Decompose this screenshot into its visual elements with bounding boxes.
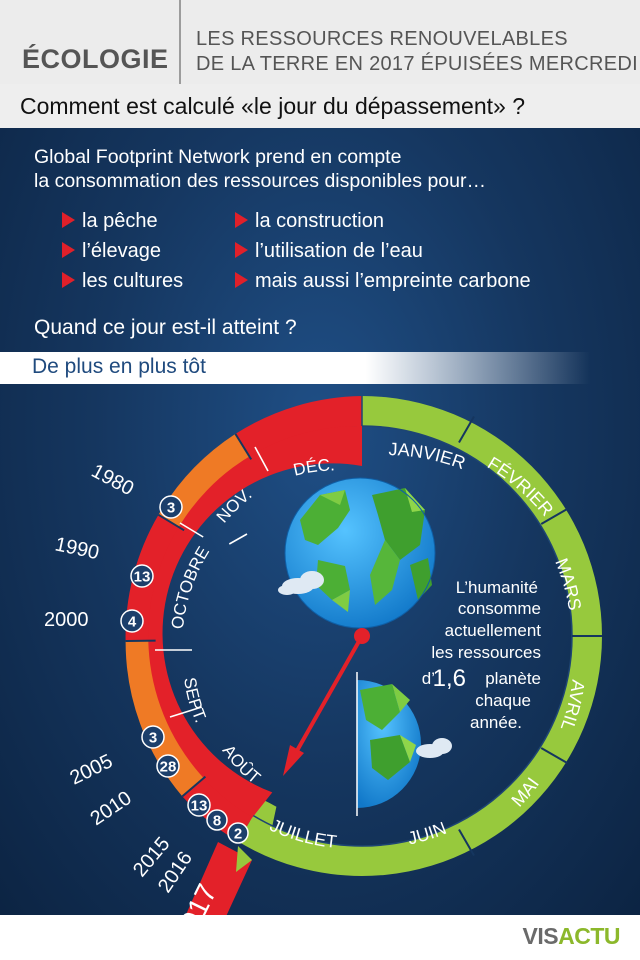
day-value-2010: 28 (160, 759, 177, 776)
cloud-icon (278, 571, 324, 595)
day-marker-1990: 13 (130, 564, 154, 588)
day-marker-2005: 3 (141, 725, 165, 749)
headline: LES RESSOURCES RENOUVELABLES DE LA TERRE… (196, 27, 638, 77)
humanity-line-7: année. (470, 713, 522, 732)
day-marker-2000: 4 (120, 609, 144, 633)
ring-green-july-inner (245, 799, 277, 836)
criterion-water: l’utilisation de l’eau (235, 240, 423, 263)
arrow-bullet-icon (235, 272, 248, 288)
day-value-1980: 3 (167, 500, 175, 517)
day-marker-2010: 28 (156, 754, 180, 778)
criterion-construction: la construction (235, 210, 384, 233)
year-label-2000: 2000 (44, 609, 89, 631)
cloud-icon (416, 738, 452, 758)
ring-dividers (253, 396, 573, 847)
humanity-line-6: chaque (475, 691, 531, 710)
criterion-livestock: l’élevage (62, 240, 161, 263)
day-value-2015: 13 (191, 798, 208, 815)
headline-line-2: DE LA TERRE EN 2017 ÉPUISÉES MERCREDI (196, 53, 638, 75)
header: ÉCOLOGIE LES RESSOURCES RENOUVELABLES DE… (0, 0, 640, 84)
year-label-2005: 2005 (67, 750, 117, 789)
arrow-bullet-icon (62, 272, 75, 288)
day-marker-1980: 3 (159, 495, 183, 519)
decade-dividers (125, 433, 253, 798)
day-value-2005: 3 (149, 730, 157, 747)
subtitle-band: De plus en plus tôt (0, 352, 590, 384)
humanity-unit: planète (485, 669, 541, 688)
day-value-2017: 2 (234, 826, 242, 843)
humanity-line-1: L’humanité (456, 578, 538, 597)
arrow-bullet-icon (235, 242, 248, 258)
intro-text: Global Footprint Network prend en compte… (34, 145, 486, 193)
day-value-2016: 8 (213, 813, 221, 830)
footer: VISACTU (0, 915, 640, 960)
arrow-bullet-icon (62, 242, 75, 258)
earth-globe-icon (284, 477, 436, 629)
clock-hand-icon (283, 628, 370, 776)
year-label-1980: 1980 (88, 460, 138, 500)
question-calculation: Comment est calculé «le jour du dépassem… (20, 93, 526, 119)
criterion-carbon: mais aussi l’empreinte carbone (235, 270, 531, 293)
year-label-2010: 2010 (86, 787, 135, 830)
ring-red-months (148, 425, 362, 818)
subtitle-text: De plus en plus tôt (32, 355, 206, 378)
ring-segment-1970s (235, 396, 362, 460)
ring-green-segment (362, 396, 602, 876)
half-earth-icon (356, 672, 421, 816)
intro-line-1: Global Footprint Network prend en compte (34, 146, 402, 168)
arrow-bullet-icon (62, 212, 75, 228)
day-marker-2016: 8 (206, 809, 228, 831)
section-tag: ÉCOLOGIE (22, 44, 169, 74)
brand-logo: VISACTU (522, 923, 621, 949)
criterion-crops: les cultures (62, 270, 183, 293)
month-dividers (458, 416, 602, 856)
humanity-value: 1,6 (433, 665, 466, 692)
arrow-bullet-icon (235, 212, 248, 228)
day-marker-2017: 2 (227, 822, 249, 844)
year-label-1990: 1990 (53, 533, 101, 564)
inner-month-dividers (155, 446, 269, 718)
day-marker-2015: 13 (187, 793, 211, 817)
day-value-2000: 4 (128, 614, 137, 631)
day-value-1990: 13 (134, 569, 151, 586)
pointer-tip (236, 846, 252, 872)
humanity-line-2: consomme (458, 599, 541, 618)
question-when: Quand ce jour est-il atteint ? (34, 316, 297, 339)
header-divider (179, 0, 181, 84)
criterion-fishing: la pêche (62, 210, 158, 233)
humanity-prefix: d’ (422, 669, 435, 688)
intro-line-2: la consommation des ressources disponibl… (34, 170, 486, 192)
headline-line-1: LES RESSOURCES RENOUVELABLES (196, 28, 568, 50)
humanity-line-4: les ressources (431, 643, 541, 662)
humanity-line-3: actuellement (445, 621, 542, 640)
